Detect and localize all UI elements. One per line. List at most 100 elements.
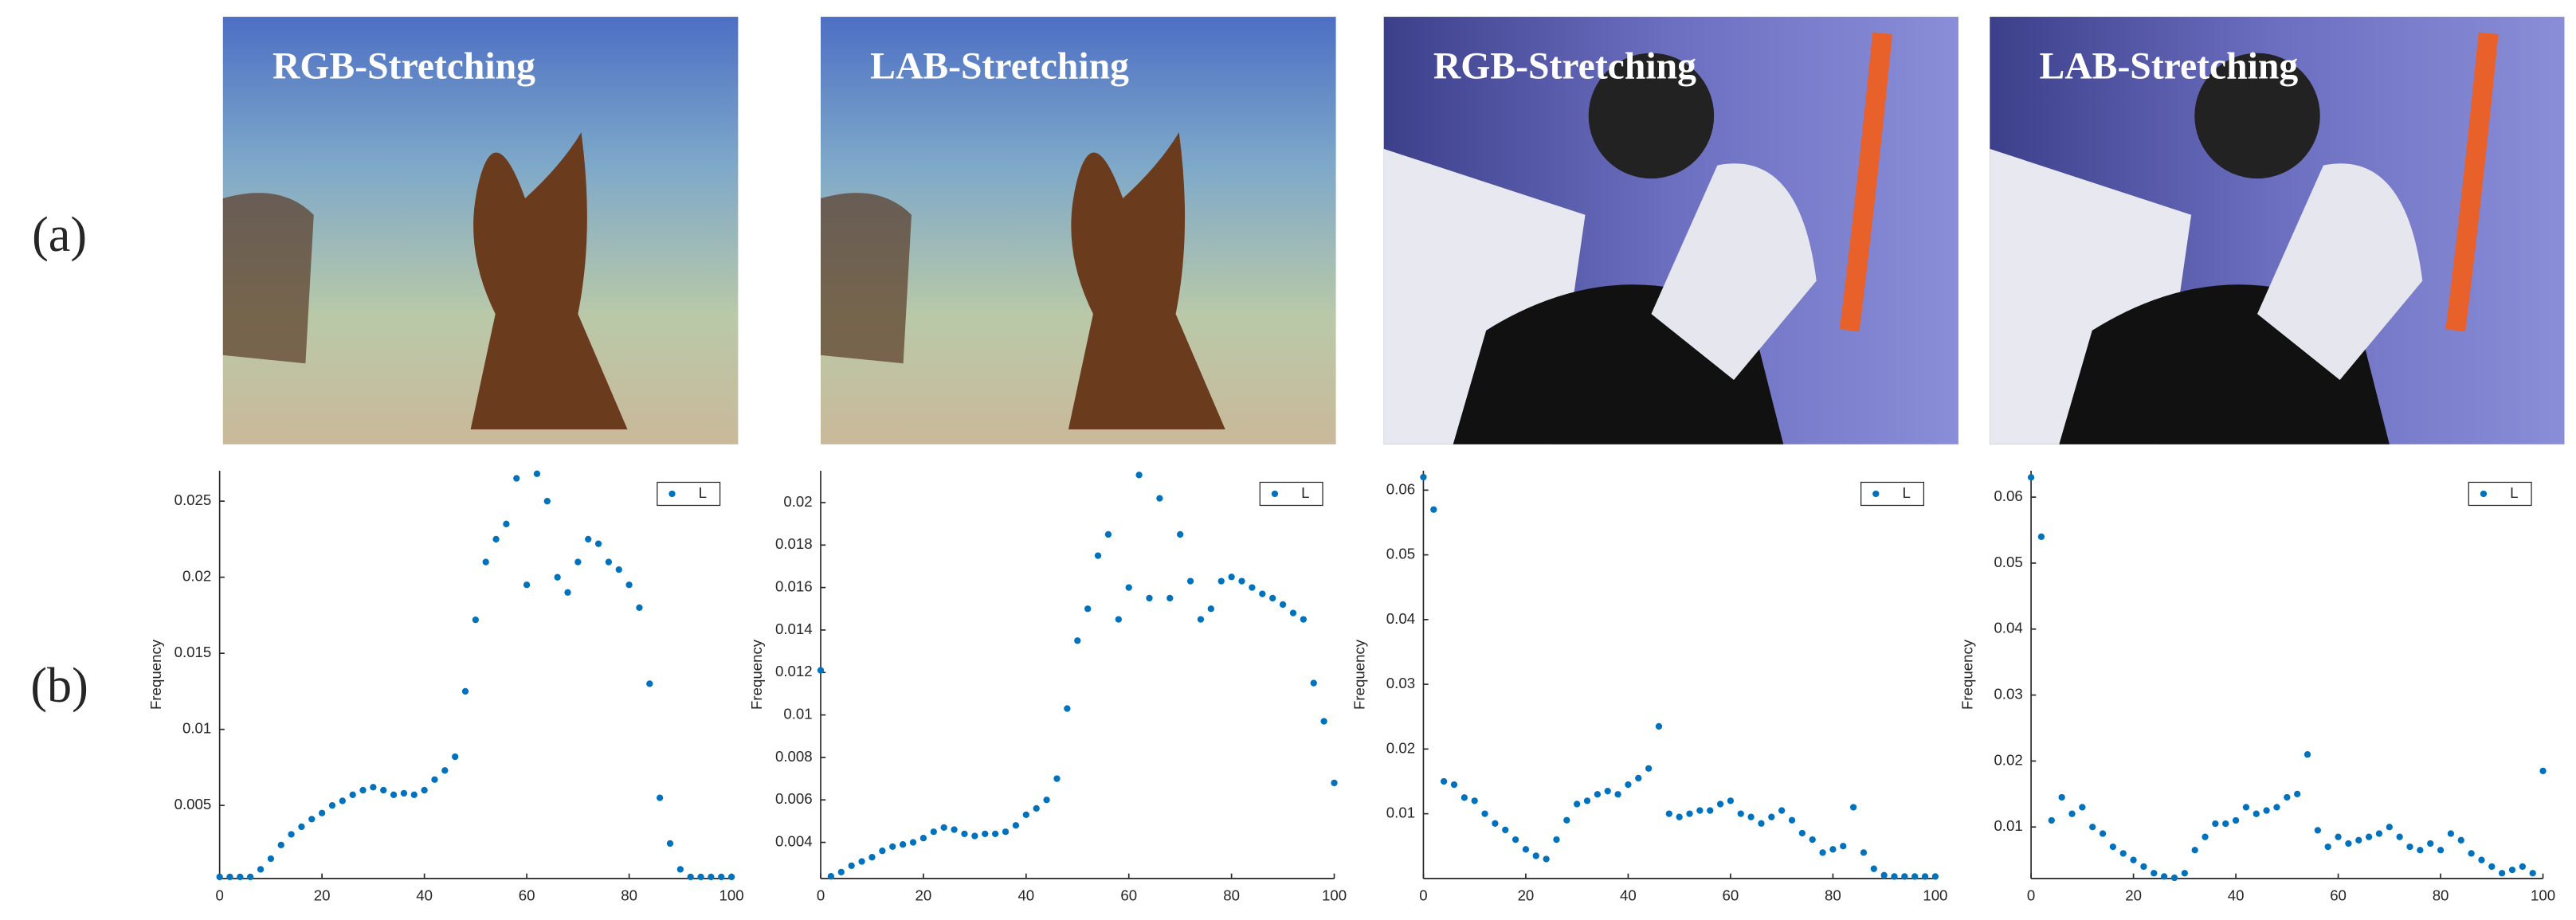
data-point: [1758, 820, 1765, 827]
data-point: [1840, 843, 1847, 850]
data-point: [1563, 816, 1570, 824]
photo: [1990, 17, 2565, 444]
data-point: [1166, 594, 1174, 602]
data-point: [1676, 813, 1683, 820]
data-point: [1574, 801, 1581, 808]
image-title: RGB-Stretching: [272, 45, 535, 87]
data-point: [1033, 805, 1040, 812]
data-point: [2386, 824, 2393, 831]
data-point: [1450, 781, 1458, 789]
y-tick-label: 0.025: [174, 491, 212, 508]
data-point: [1707, 807, 1714, 814]
y-axis-label: Frequency: [1351, 639, 1368, 710]
x-tick-label: 20: [314, 887, 331, 904]
data-point: [930, 828, 937, 836]
photo: [821, 17, 1336, 444]
x-tick-label: 0: [2027, 887, 2035, 904]
image-title: LAB-Stretching: [870, 45, 1129, 87]
x-tick-label: 40: [2228, 887, 2245, 904]
data-point: [1207, 605, 1214, 613]
data-point: [636, 604, 643, 612]
data-point: [848, 862, 855, 870]
data-point: [2089, 824, 2096, 831]
x-tick-label: 0: [215, 887, 223, 904]
data-point: [390, 791, 398, 798]
data-point: [1217, 577, 1225, 585]
data-point: [2263, 807, 2270, 814]
data-point: [1604, 788, 1611, 795]
data-point: [380, 786, 387, 794]
data-point: [1471, 797, 1478, 805]
x-tick-label: 100: [1923, 887, 1947, 904]
data-point: [2345, 840, 2352, 848]
y-tick-label: 0.04: [1386, 610, 1415, 627]
data-point: [2457, 836, 2464, 844]
legend-box: [657, 481, 721, 507]
data-point: [1880, 871, 1888, 879]
data-point: [1259, 590, 1266, 597]
x-tick-label: 100: [2531, 887, 2555, 904]
data-point: [1320, 718, 1327, 725]
data-point: [666, 840, 674, 848]
data-point: [2427, 840, 2434, 848]
data-point: [1891, 873, 1898, 880]
data-point: [1645, 765, 1653, 772]
data-point: [349, 791, 356, 798]
data-point: [817, 667, 825, 674]
data-point: [909, 839, 917, 846]
data-point: [2079, 804, 2086, 811]
data-point: [513, 475, 520, 482]
data-point: [308, 816, 316, 823]
data-point: [2191, 847, 2198, 854]
data-point: [1094, 552, 1102, 559]
row-label: (a): [32, 208, 87, 262]
x-tick-label: 60: [1120, 887, 1137, 904]
data-point: [1543, 855, 1550, 863]
data-point: [2355, 836, 2362, 844]
data-point: [718, 873, 725, 881]
y-tick-label: 0.03: [1386, 675, 1415, 691]
data-point: [940, 824, 947, 832]
x-tick-label: 20: [2125, 887, 2142, 904]
data-point: [1798, 829, 1806, 837]
data-point: [868, 854, 876, 861]
data-point: [2417, 847, 2424, 854]
data-point: [533, 470, 541, 477]
data-point: [982, 830, 989, 838]
data-point: [2447, 830, 2455, 837]
data-point: [2284, 793, 2291, 801]
data-point: [1228, 574, 1235, 581]
data-point: [1300, 616, 1308, 623]
data-point: [727, 873, 735, 881]
data-point: [2406, 843, 2413, 851]
data-point: [2130, 856, 2137, 863]
data-point: [899, 841, 907, 848]
x-tick-label: 60: [519, 887, 535, 904]
data-point: [1655, 722, 1663, 730]
data-point: [1481, 810, 1488, 817]
y-tick-label: 0.02: [182, 568, 211, 585]
data-point: [1829, 846, 1837, 853]
data-point: [2119, 850, 2127, 857]
image-title: LAB-Stretching: [2039, 45, 2298, 87]
data-point: [1012, 822, 1020, 829]
data-point: [1197, 616, 1205, 623]
data-point: [676, 866, 684, 873]
data-point: [951, 826, 958, 833]
data-point: [574, 558, 582, 566]
y-tick-label: 0.05: [1386, 546, 1415, 562]
x-tick-label: 100: [719, 887, 744, 904]
y-tick-label: 0.004: [775, 832, 813, 849]
data-point: [370, 784, 377, 791]
y-tick-label: 0.018: [775, 535, 813, 552]
data-point: [697, 873, 704, 881]
data-point: [1665, 810, 1672, 817]
x-tick-label: 60: [2330, 887, 2347, 904]
x-tick-label: 80: [1825, 887, 1841, 904]
data-point: [226, 873, 233, 881]
data-point: [472, 617, 480, 624]
x-tick-label: 40: [416, 887, 433, 904]
y-tick-label: 0.02: [783, 493, 812, 510]
data-point: [1104, 530, 1112, 538]
data-point: [1849, 804, 1857, 811]
